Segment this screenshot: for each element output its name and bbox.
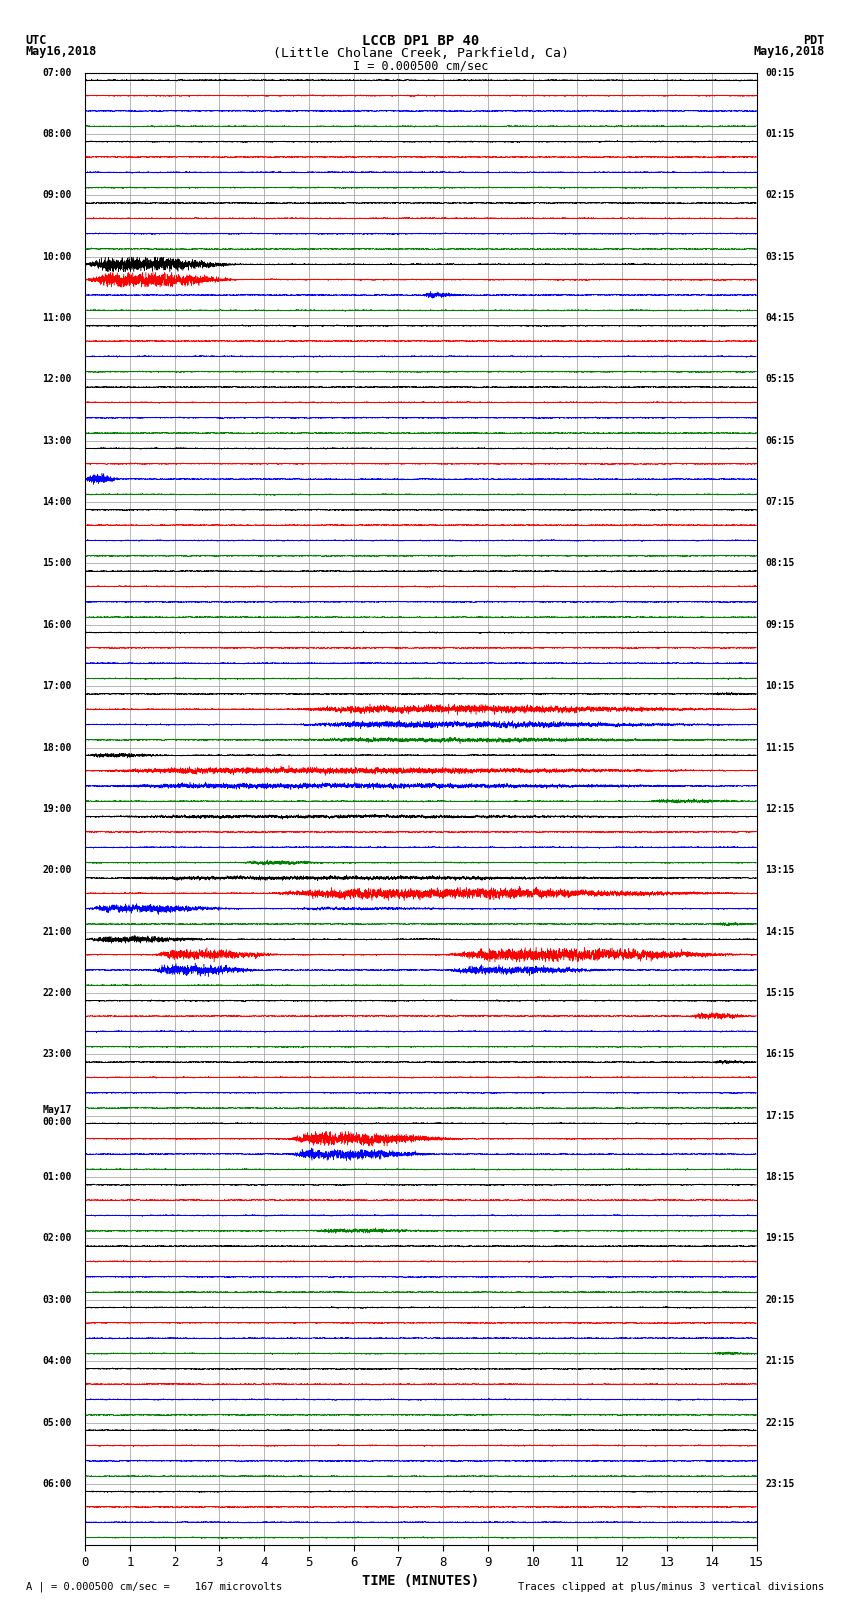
Text: 02:00: 02:00: [42, 1234, 71, 1244]
Text: 21:15: 21:15: [766, 1357, 795, 1366]
Text: 01:15: 01:15: [766, 129, 795, 139]
Text: 14:00: 14:00: [42, 497, 71, 506]
Text: 12:15: 12:15: [766, 803, 795, 815]
Text: 04:15: 04:15: [766, 313, 795, 323]
Text: 07:00: 07:00: [42, 68, 71, 77]
Text: 05:15: 05:15: [766, 374, 795, 384]
Text: 01:00: 01:00: [42, 1173, 71, 1182]
Text: 11:15: 11:15: [766, 742, 795, 753]
Text: 07:15: 07:15: [766, 497, 795, 506]
X-axis label: TIME (MINUTES): TIME (MINUTES): [362, 1574, 479, 1589]
Text: 08:00: 08:00: [42, 129, 71, 139]
Text: UTC: UTC: [26, 34, 47, 47]
Text: PDT: PDT: [803, 34, 824, 47]
Text: 15:00: 15:00: [42, 558, 71, 568]
Text: May16,2018: May16,2018: [753, 45, 824, 58]
Text: 09:00: 09:00: [42, 190, 71, 200]
Text: 00:15: 00:15: [766, 68, 795, 77]
Text: 13:15: 13:15: [766, 865, 795, 876]
Text: 19:15: 19:15: [766, 1234, 795, 1244]
Text: May17
00:00: May17 00:00: [42, 1105, 71, 1126]
Text: Traces clipped at plus/minus 3 vertical divisions: Traces clipped at plus/minus 3 vertical …: [518, 1582, 824, 1592]
Text: 20:00: 20:00: [42, 865, 71, 876]
Text: 17:15: 17:15: [766, 1111, 795, 1121]
Text: 21:00: 21:00: [42, 926, 71, 937]
Text: 08:15: 08:15: [766, 558, 795, 568]
Text: 10:00: 10:00: [42, 252, 71, 261]
Text: 09:15: 09:15: [766, 619, 795, 629]
Text: 16:00: 16:00: [42, 619, 71, 629]
Text: 17:00: 17:00: [42, 681, 71, 692]
Text: 05:00: 05:00: [42, 1418, 71, 1428]
Text: 14:15: 14:15: [766, 926, 795, 937]
Text: LCCB DP1 BP 40: LCCB DP1 BP 40: [362, 34, 479, 48]
Text: 10:15: 10:15: [766, 681, 795, 692]
Text: 02:15: 02:15: [766, 190, 795, 200]
Text: 22:15: 22:15: [766, 1418, 795, 1428]
Text: 20:15: 20:15: [766, 1295, 795, 1305]
Text: 18:15: 18:15: [766, 1173, 795, 1182]
Text: 22:00: 22:00: [42, 989, 71, 998]
Text: 06:00: 06:00: [42, 1479, 71, 1489]
Text: 15:15: 15:15: [766, 989, 795, 998]
Text: 12:00: 12:00: [42, 374, 71, 384]
Text: I = 0.000500 cm/sec: I = 0.000500 cm/sec: [353, 60, 489, 73]
Text: 18:00: 18:00: [42, 742, 71, 753]
Text: 06:15: 06:15: [766, 436, 795, 445]
Text: 11:00: 11:00: [42, 313, 71, 323]
Text: (Little Cholane Creek, Parkfield, Ca): (Little Cholane Creek, Parkfield, Ca): [273, 47, 569, 60]
Text: 03:15: 03:15: [766, 252, 795, 261]
Text: 23:15: 23:15: [766, 1479, 795, 1489]
Text: 13:00: 13:00: [42, 436, 71, 445]
Text: 04:00: 04:00: [42, 1357, 71, 1366]
Text: 19:00: 19:00: [42, 803, 71, 815]
Text: 23:00: 23:00: [42, 1050, 71, 1060]
Text: 16:15: 16:15: [766, 1050, 795, 1060]
Text: May16,2018: May16,2018: [26, 45, 97, 58]
Text: A | = 0.000500 cm/sec =    167 microvolts: A | = 0.000500 cm/sec = 167 microvolts: [26, 1581, 281, 1592]
Text: 03:00: 03:00: [42, 1295, 71, 1305]
